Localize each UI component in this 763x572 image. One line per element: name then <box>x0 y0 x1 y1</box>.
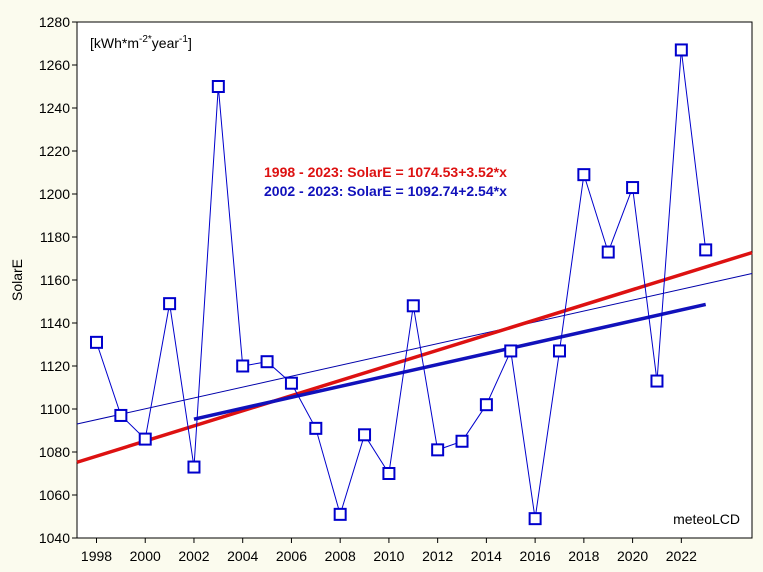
fit-label-1998-2023: 1998 - 2023: SolarE = 1074.53+3.52*x <box>264 164 507 180</box>
x-tick-label: 2022 <box>666 548 697 564</box>
data-point <box>552 344 566 358</box>
x-tick-label: 2020 <box>617 548 648 564</box>
data-point <box>406 299 420 313</box>
data-point <box>699 243 713 257</box>
data-point <box>504 344 518 358</box>
data-point <box>114 408 128 422</box>
y-tick-label: 1200 <box>39 186 70 202</box>
x-tick-label: 2000 <box>130 548 161 564</box>
data-point <box>333 507 347 521</box>
x-tick-label: 2004 <box>227 548 258 564</box>
data-point <box>138 432 152 446</box>
credit-label: meteoLCD <box>673 511 740 527</box>
y-axis: 1040 1060 1080 1100 1120 1140 1160 1180 1200 1220… <box>39 14 77 546</box>
x-tick-label: 2002 <box>178 548 209 564</box>
lines <box>76 49 753 519</box>
x-tick-label: 2010 <box>373 548 404 564</box>
data-point <box>626 181 640 195</box>
x-tick-label: 2018 <box>568 548 599 564</box>
data-point <box>284 376 298 390</box>
data-point <box>309 421 323 435</box>
data-point <box>528 512 542 526</box>
data-point <box>260 355 274 369</box>
trend-line-thin <box>76 273 753 425</box>
y-tick-label: 1260 <box>39 57 70 73</box>
data-point <box>455 434 469 448</box>
y-tick-label: 1080 <box>39 444 70 460</box>
data-point <box>601 245 615 259</box>
data-point <box>650 374 664 388</box>
y-tick-label: 1220 <box>39 143 70 159</box>
regression-line-1998-2023 <box>76 250 753 464</box>
data-point <box>89 335 103 349</box>
data-point <box>577 168 591 182</box>
plot-area <box>76 21 753 539</box>
data-point <box>187 460 201 474</box>
y-tick-label: 1180 <box>40 229 70 245</box>
y-tick-label: 1240 <box>39 100 70 116</box>
x-tick-label: 2016 <box>520 548 551 564</box>
data-point <box>479 398 493 412</box>
y-tick-label: 1100 <box>40 401 70 417</box>
data-point <box>382 467 396 480</box>
y-tick-label: 1040 <box>39 530 70 546</box>
x-tick-label: 2006 <box>276 548 307 564</box>
y-tick-label: 1060 <box>39 487 70 503</box>
x-axis: 1998 2000 2002 2004 2006 2008 2010 2012 2014 2016… <box>81 538 697 564</box>
y-tick-label: 1120 <box>40 358 70 374</box>
data-point <box>358 428 372 442</box>
x-tick-label: 2014 <box>471 548 502 564</box>
y-axis-label: SolarE <box>9 259 25 301</box>
data-point <box>211 80 225 93</box>
unit-label: [kWh*m-2*year-1] <box>90 34 192 51</box>
data-point <box>674 43 688 57</box>
x-tick-label: 2012 <box>422 548 453 564</box>
series-line <box>96 49 707 519</box>
data-points <box>89 43 713 526</box>
regression-line-2002-2023 <box>193 302 707 421</box>
y-tick-label: 1140 <box>40 315 70 331</box>
y-tick-label: 1280 <box>39 14 70 30</box>
data-point <box>163 297 177 311</box>
data-point <box>236 359 250 373</box>
data-point <box>431 443 445 457</box>
fit-label-2002-2023: 2002 - 2023: SolarE = 1092.74+2.54*x <box>264 183 507 199</box>
x-tick-label: 1998 <box>81 548 112 564</box>
x-tick-label: 2008 <box>325 548 356 564</box>
y-tick-label: 1160 <box>40 272 70 288</box>
